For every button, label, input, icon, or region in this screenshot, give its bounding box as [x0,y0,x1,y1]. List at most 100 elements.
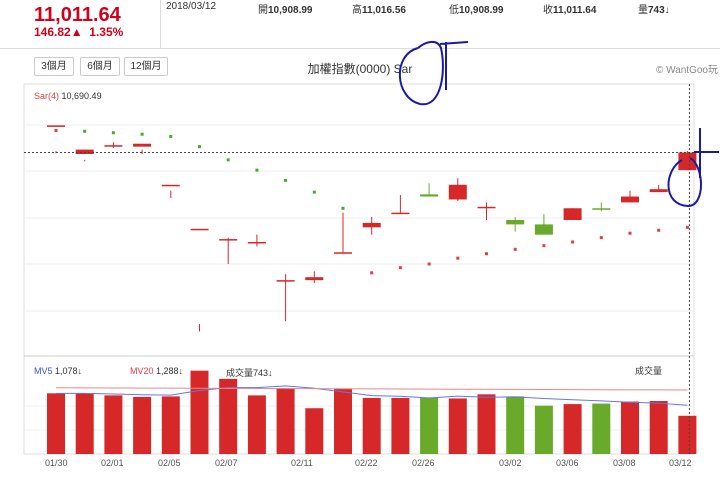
low-label: 低 [449,5,459,16]
sar-point [83,129,87,133]
sar-point [140,132,144,136]
volume-bar [133,396,152,454]
volume-label: 量 [638,5,648,16]
volume-bar [247,395,266,454]
sar-point [226,158,230,162]
candle-body [161,184,180,187]
candle-body [649,189,668,193]
open-label: 開 [258,5,268,16]
vol-legend: 成交量743↓ [226,366,273,379]
candle-body [534,224,553,235]
candle-body [276,280,295,282]
mv20-value: 1,288↓ [156,366,184,376]
high-cell: 高11,016.56 [352,1,406,16]
sar-point [255,168,259,172]
sar-point [284,178,288,182]
volume-cell: 量743↓ [638,1,670,16]
mv5-label: MV5 [34,366,53,376]
date-tick-label: 03/02 [499,458,522,468]
mv20-line [55,387,688,391]
range-12m-button[interactable]: 12個月 [124,57,168,76]
sar-point [685,225,689,229]
annotation-mark [694,128,719,178]
sar-point [341,206,345,210]
candle-body [334,252,352,254]
date-tick-label: 02/05 [158,458,181,468]
volume-bar [621,401,639,454]
candle-body [678,152,697,171]
date-tick-label: 02/26 [412,458,435,468]
open-value: 10,908.99 [268,5,313,16]
open-cell: 開10,908.99 [258,1,313,16]
volume-bar [477,394,496,454]
volume-bar [276,388,295,454]
volume-bar [190,370,209,454]
sar-point [427,262,431,266]
date-tick-label: 03/12 [669,458,692,468]
volume-bar [506,396,525,454]
sar-point [169,134,173,138]
sar-point [54,129,58,133]
volume-bar [534,405,553,454]
sar-point [599,236,603,240]
range-6m-button[interactable]: 6個月 [80,57,120,76]
candle-body [47,125,65,127]
sar-name: Sar(4) [34,91,60,101]
volume-bar [448,398,467,454]
date-tick-label: 03/06 [556,458,579,468]
annotation-mark [439,41,469,90]
sar-point [513,247,517,251]
quote-bar: 11,011.64 146.82▲ 1.35% 2018/03/12 開10,9… [0,0,720,49]
price-change: 146.82▲ 1.35% [34,25,123,39]
candle-body [477,206,496,209]
quote-date: 2018/03/12 [166,1,217,12]
date-tick-label: 02/22 [355,458,378,468]
volume-bar [305,408,324,454]
sar-point [312,190,316,194]
close-cell: 收11,011.64 [543,1,596,16]
candle-body [247,242,266,244]
candle-body [448,184,467,200]
candle-body [420,194,439,197]
high-label: 高 [352,5,362,16]
volume-bar [75,393,94,454]
candle-body [190,228,209,231]
annotation-circle [398,41,444,106]
vol-label: 成交量 [226,368,254,378]
sar-point [542,244,546,248]
divider [160,0,161,48]
candle-body [219,239,238,241]
change-value: 146.82▲ [34,25,83,39]
sar-point [628,231,632,235]
sar-legend: Sar(4) 10,690.49 [34,91,102,101]
volume-bar [219,378,238,454]
candle-body [305,277,324,281]
volume-panel-title: 成交量 [635,366,663,376]
volume-bar [104,395,123,454]
candle-body [391,212,410,215]
change-percent: 1.35% [89,25,124,39]
volume-bar [47,393,65,454]
volume-bar [592,403,611,454]
low-value: 10,908.99 [459,5,504,16]
candle-body [362,222,381,228]
date-tick-label: 02/11 [291,458,313,468]
volume-bar [161,396,180,454]
volume-bar [334,388,352,454]
candle-body [621,196,639,203]
date-tick-label: 03/08 [613,458,636,468]
date-tick-label: 02/01 [101,458,124,468]
close-value: 11,011.64 [553,5,597,16]
sar-point [657,228,661,232]
date-tick-label: 02/07 [215,458,238,468]
sar-point [485,252,488,256]
volume-bar [420,397,439,454]
sar-point [571,240,575,244]
candle-body [104,145,123,147]
mv20-legend: MV20 1,288↓ [130,366,183,376]
range-3m-button[interactable]: 3個月 [34,57,74,76]
sar-value: 10,690.49 [61,91,102,101]
vol-value: 743↓ [253,368,273,378]
candle-body [133,143,152,147]
